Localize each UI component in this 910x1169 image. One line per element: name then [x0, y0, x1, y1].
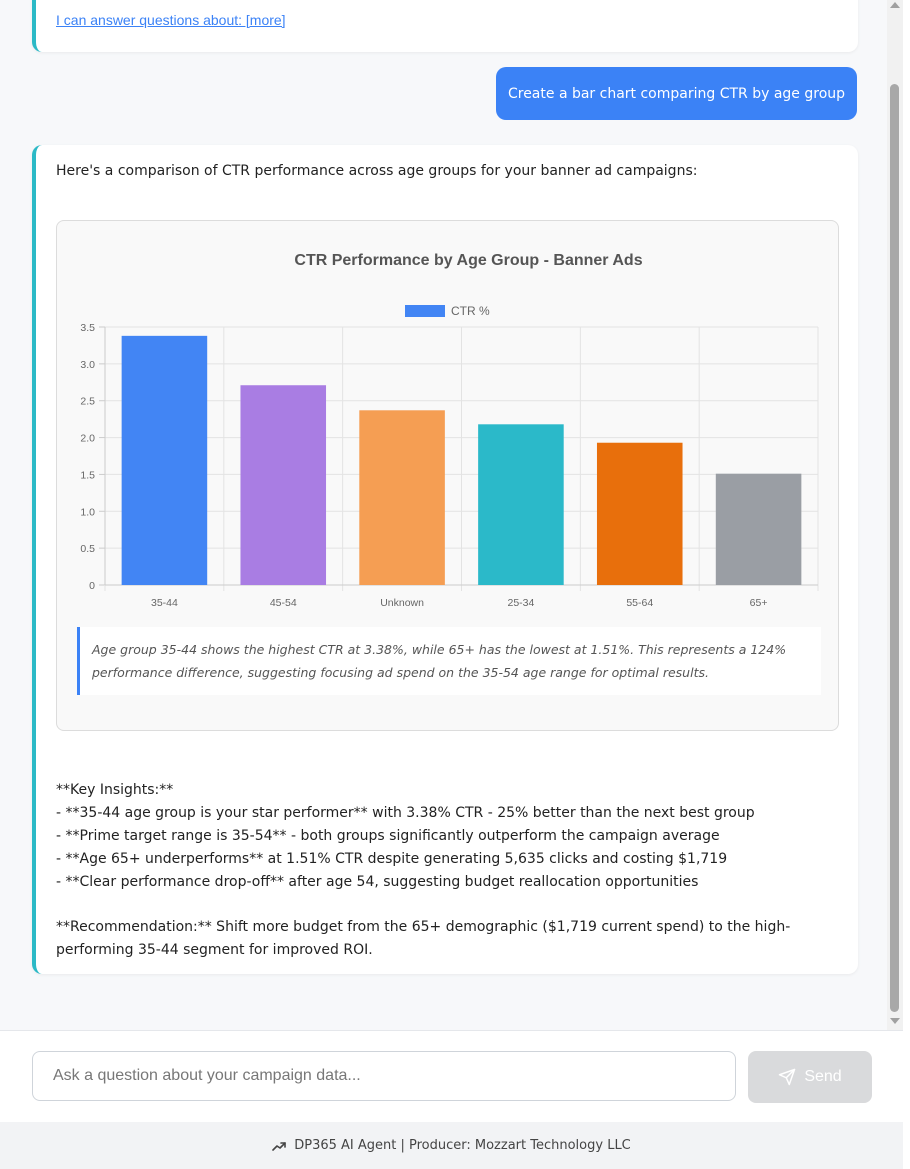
x-tick-label: 35-44 [151, 597, 178, 609]
insight-line: - **Age 65+ underperforms** at 1.51% CTR… [56, 851, 728, 867]
user-message-bubble: Create a bar chart comparing CTR by age … [496, 67, 857, 120]
legend-swatch [405, 305, 445, 317]
send-label: Send [804, 1068, 842, 1085]
assistant-message-top: I can answer questions about: [more] [32, 0, 858, 52]
y-tick-label: 3.0 [80, 359, 95, 371]
recommendation-text: **Recommendation:** Shift more budget fr… [56, 919, 791, 958]
ctr-bar-chart: CTR Performance by Age Group - Banner Ad… [80, 252, 819, 609]
scrollbar-thumb[interactable] [890, 84, 899, 1012]
insights-heading: **Key Insights:** [56, 782, 174, 798]
trending-up-icon [272, 1141, 287, 1151]
x-tick-label: 65+ [750, 597, 768, 609]
bar-65+ [715, 473, 802, 585]
key-insights: **Key Insights:** - **35-44 age group is… [56, 779, 846, 962]
chart-insight-callout: Age group 35-44 shows the highest CTR at… [77, 627, 821, 695]
y-tick-label: 0.5 [80, 543, 95, 555]
y-tick-label: 2.0 [80, 433, 95, 445]
bar-35-44 [121, 335, 208, 585]
scroll-down-arrow-icon[interactable] [890, 1018, 900, 1024]
send-button[interactable]: Send [748, 1051, 872, 1103]
scroll-up-arrow-icon[interactable] [890, 2, 900, 8]
bar-45-54 [240, 385, 327, 585]
y-tick-label: 1.0 [80, 506, 95, 518]
capabilities-more-link[interactable]: I can answer questions about: [more] [56, 12, 286, 28]
question-input[interactable] [32, 1051, 736, 1101]
bar-Unknown [359, 410, 445, 585]
chart-container: CTR Performance by Age Group - Banner Ad… [56, 220, 839, 731]
bar-25-34 [478, 424, 564, 585]
send-icon [779, 1068, 796, 1086]
legend-label: CTR % [451, 304, 490, 318]
insight-line: - **Prime target range is 35-54** - both… [56, 828, 720, 844]
chat-scrollbar[interactable] [887, 0, 903, 1030]
y-tick-label: 2.5 [80, 396, 95, 408]
footer: DP365 AI Agent | Producer: Mozzart Techn… [0, 1122, 903, 1169]
chart-title: CTR Performance by Age Group - Banner Ad… [294, 252, 642, 269]
chart-insight-text: Age group 35-44 shows the highest CTR at… [92, 642, 787, 680]
insight-line: - **Clear performance drop-off** after a… [56, 874, 699, 890]
x-tick-label: 45-54 [270, 597, 297, 609]
footer-text: DP365 AI Agent | Producer: Mozzart Techn… [294, 1138, 631, 1153]
y-tick-label: 1.5 [80, 469, 95, 481]
assistant-intro-text: Here's a comparison of CTR performance a… [56, 163, 698, 179]
chat-area[interactable]: I can answer questions about: [more] Cre… [0, 0, 887, 1030]
assistant-message: Here's a comparison of CTR performance a… [32, 145, 858, 974]
x-tick-label: Unknown [380, 597, 424, 609]
insight-line: - **35-44 age group is your star perform… [56, 805, 755, 821]
x-tick-label: 25-34 [507, 597, 534, 609]
x-tick-label: 55-64 [626, 597, 653, 609]
y-tick-label: 0 [89, 580, 95, 592]
bar-55-64 [596, 442, 683, 585]
y-tick-label: 3.5 [80, 322, 95, 334]
input-bar: Send [0, 1030, 903, 1123]
